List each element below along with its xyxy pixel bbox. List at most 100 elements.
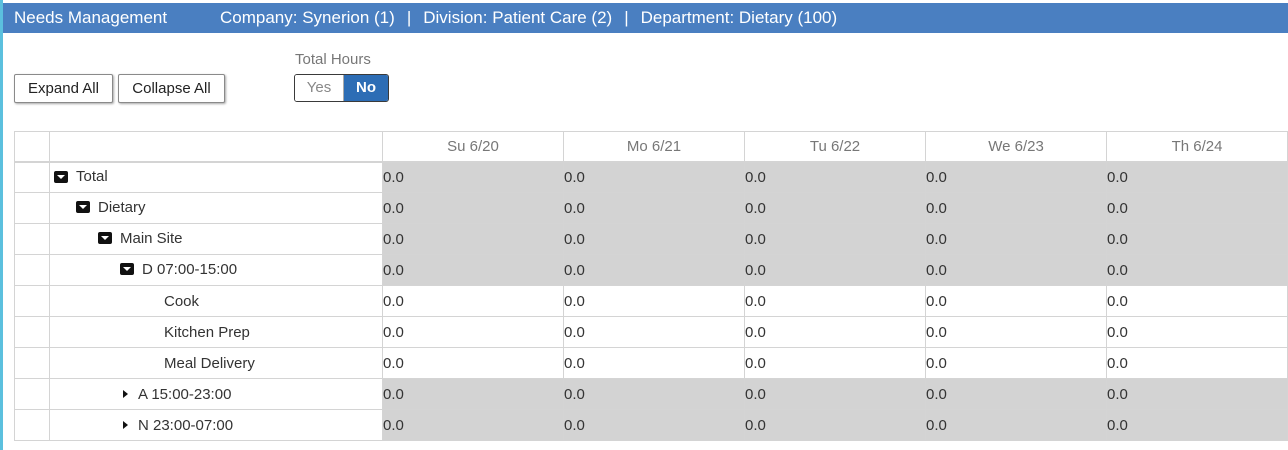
hours-cell[interactable]: 0.0 <box>925 161 1107 193</box>
hours-cell[interactable]: 0.0 <box>744 316 926 348</box>
grid-header-row: Su 6/20 Mo 6/21 Tu 6/22 We 6/23 Th 6/24 <box>14 131 1288 163</box>
hours-cell[interactable]: 0.0 <box>744 285 926 317</box>
hours-cell[interactable]: 0.0 <box>563 316 745 348</box>
row-label: A 15:00-23:00 <box>138 385 232 403</box>
total-hours-no-option[interactable]: No <box>344 75 388 101</box>
hours-cell[interactable]: 0.0 <box>925 254 1107 286</box>
hours-cell[interactable]: 0.0 <box>744 254 926 286</box>
breadcrumb-division[interactable]: Division: Patient Care (2) <box>423 8 613 27</box>
hours-cell[interactable]: 0.0 <box>744 409 926 441</box>
hours-cell[interactable]: 0.0 <box>744 161 926 193</box>
hours-cell[interactable]: 0.0 <box>382 285 564 317</box>
collapse-all-button[interactable]: Collapse All <box>118 74 225 103</box>
hours-cell[interactable]: 0.0 <box>744 223 926 255</box>
table-row: A 15:00-23:00 0.0 0.0 0.0 0.0 0.0 <box>14 378 1288 410</box>
hours-cell[interactable]: 0.0 <box>1106 347 1288 379</box>
hours-cell[interactable]: 0.0 <box>563 409 745 441</box>
expand-all-button[interactable]: Expand All <box>14 74 113 103</box>
row-name-cell: Dietary <box>49 192 383 224</box>
row-label: Meal Delivery <box>164 354 255 372</box>
hours-cell[interactable]: 0.0 <box>925 409 1107 441</box>
total-hours-yes-option[interactable]: Yes <box>295 75 344 101</box>
table-row: Main Site 0.0 0.0 0.0 0.0 0.0 <box>14 223 1288 255</box>
hours-cell[interactable]: 0.0 <box>1106 192 1288 224</box>
table-row: Meal Delivery 0.0 0.0 0.0 0.0 0.0 <box>14 347 1288 379</box>
hours-cell[interactable]: 0.0 <box>744 378 926 410</box>
hours-cell[interactable]: 0.0 <box>1106 254 1288 286</box>
column-header-day: Su 6/20 <box>382 131 564 163</box>
table-row: Kitchen Prep 0.0 0.0 0.0 0.0 0.0 <box>14 316 1288 348</box>
row-name: Meal Delivery <box>164 355 255 372</box>
total-hours-label: Total Hours <box>295 51 371 68</box>
hours-cell[interactable]: 0.0 <box>563 347 745 379</box>
hours-cell[interactable]: 0.0 <box>382 192 564 224</box>
hours-cell[interactable]: 0.0 <box>925 192 1107 224</box>
hours-cell[interactable]: 0.0 <box>925 316 1107 348</box>
row-name: Cook <box>164 293 199 310</box>
row-select-cell[interactable] <box>14 378 50 410</box>
table-row: Dietary 0.0 0.0 0.0 0.0 0.0 <box>14 192 1288 224</box>
hours-cell[interactable]: 0.0 <box>1106 161 1288 193</box>
row-select-cell[interactable] <box>14 347 50 379</box>
row-name-cell: Cook <box>49 285 383 317</box>
collapse-box-icon[interactable] <box>120 263 134 276</box>
row-name-cell: Total <box>49 161 383 193</box>
hours-cell[interactable]: 0.0 <box>1106 285 1288 317</box>
collapse-box-icon[interactable] <box>98 232 112 245</box>
row-select-cell[interactable] <box>14 254 50 286</box>
row-select-cell[interactable] <box>14 409 50 441</box>
hours-cell[interactable]: 0.0 <box>1106 378 1288 410</box>
row-select-cell[interactable] <box>14 161 50 193</box>
hours-cell[interactable]: 0.0 <box>744 192 926 224</box>
row-name-cell: N 23:00-07:00 <box>49 409 383 441</box>
hours-cell[interactable]: 0.0 <box>1106 316 1288 348</box>
hours-cell[interactable]: 0.0 <box>382 409 564 441</box>
hours-cell[interactable]: 0.0 <box>382 378 564 410</box>
expand-triangle-icon[interactable] <box>123 390 128 399</box>
collapse-box-icon[interactable] <box>76 201 90 214</box>
hours-cell[interactable]: 0.0 <box>1106 223 1288 255</box>
hours-cell[interactable]: 0.0 <box>563 378 745 410</box>
row-label: Main Site <box>120 229 183 247</box>
row-name-cell: Main Site <box>49 223 383 255</box>
column-header-day: Mo 6/21 <box>563 131 745 163</box>
row-label: Total <box>76 168 108 185</box>
hours-cell[interactable]: 0.0 <box>563 285 745 317</box>
row-select-cell[interactable] <box>14 316 50 348</box>
column-header-day: Th 6/24 <box>1106 131 1288 163</box>
hours-cell[interactable]: 0.0 <box>744 347 926 379</box>
hours-cell[interactable]: 0.0 <box>925 285 1107 317</box>
collapse-box-icon[interactable] <box>54 170 68 183</box>
table-row: D 07:00-15:00 0.0 0.0 0.0 0.0 0.0 <box>14 254 1288 286</box>
row-name: A 15:00-23:00 <box>120 386 231 403</box>
hours-cell[interactable]: 0.0 <box>382 254 564 286</box>
hours-cell[interactable]: 0.0 <box>382 347 564 379</box>
hours-cell[interactable]: 0.0 <box>563 161 745 193</box>
row-name-cell: D 07:00-15:00 <box>49 254 383 286</box>
hours-cell[interactable]: 0.0 <box>563 223 745 255</box>
breadcrumb-department[interactable]: Department: Dietary (100) <box>640 8 838 27</box>
row-select-cell[interactable] <box>14 223 50 255</box>
hours-cell[interactable]: 0.0 <box>925 378 1107 410</box>
breadcrumb-company[interactable]: Company: Synerion (1) <box>220 8 395 27</box>
row-name: D 07:00-15:00 <box>120 261 237 278</box>
row-label: D 07:00-15:00 <box>142 260 238 278</box>
hours-cell[interactable]: 0.0 <box>382 316 564 348</box>
breadcrumb-separator: | <box>624 8 629 27</box>
expand-triangle-icon[interactable] <box>123 421 128 430</box>
table-row: N 23:00-07:00 0.0 0.0 0.0 0.0 0.0 <box>14 409 1288 441</box>
hours-cell[interactable]: 0.0 <box>563 254 745 286</box>
hours-cell[interactable]: 0.0 <box>925 347 1107 379</box>
hours-cell[interactable]: 0.0 <box>382 223 564 255</box>
row-select-cell[interactable] <box>14 192 50 224</box>
row-name: Dietary <box>76 199 146 216</box>
page-title: Needs Management <box>14 8 168 27</box>
row-select-cell[interactable] <box>14 285 50 317</box>
needs-grid: Su 6/20 Mo 6/21 Tu 6/22 We 6/23 Th 6/24 … <box>14 131 1288 441</box>
hours-cell[interactable]: 0.0 <box>925 223 1107 255</box>
hours-cell[interactable]: 0.0 <box>563 192 745 224</box>
row-name-cell: Kitchen Prep <box>49 316 383 348</box>
hours-cell[interactable]: 0.0 <box>382 161 564 193</box>
breadcrumb-separator: | <box>406 8 412 27</box>
hours-cell[interactable]: 0.0 <box>1106 409 1288 441</box>
